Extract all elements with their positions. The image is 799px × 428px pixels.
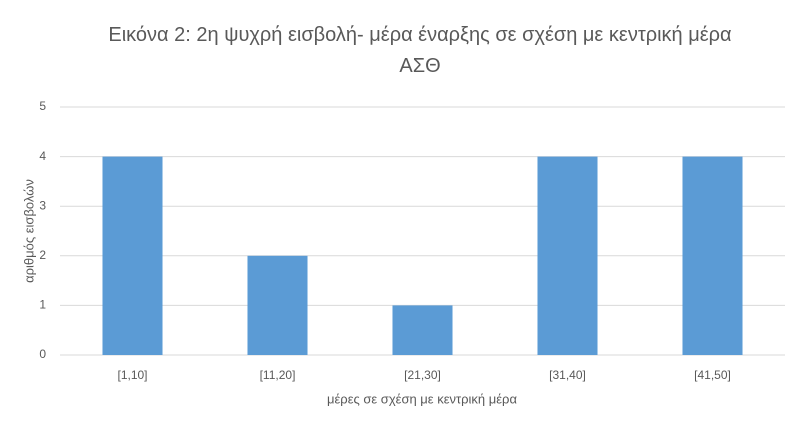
bar — [682, 156, 743, 355]
x-tick-label: [21,30] — [404, 368, 441, 382]
y-tick-label: 2 — [39, 248, 46, 262]
bar — [247, 255, 308, 355]
y-tick-label: 0 — [39, 347, 46, 361]
bar — [537, 156, 598, 355]
y-tick-label: 5 — [39, 99, 46, 113]
x-tick-label: [11,20] — [260, 368, 296, 382]
y-tick-label: 4 — [39, 149, 46, 163]
chart-title: Εικόνα 2: 2η ψυχρή εισβολή- μέρα έναρξης… — [108, 24, 732, 77]
bar — [392, 305, 453, 355]
x-tick-label: [31,40] — [549, 368, 586, 382]
x-tick-label: [41,50] — [694, 368, 731, 382]
y-axis-title: αριθμός εισβολών — [21, 179, 36, 283]
y-tick-label: 3 — [39, 198, 46, 212]
bar — [102, 156, 163, 355]
x-axis-title: μέρες σε σχέση με κεντρική μέρα — [327, 391, 517, 406]
y-tick-label: 1 — [39, 298, 46, 312]
x-tick-label: [1,10] — [117, 368, 147, 382]
